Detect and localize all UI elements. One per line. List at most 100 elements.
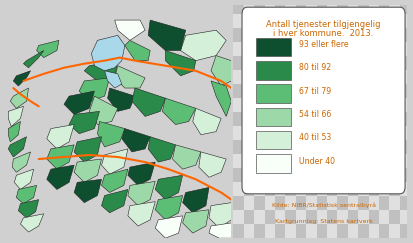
Bar	[296, 56, 306, 70]
Polygon shape	[209, 203, 231, 228]
Text: 54 til 66: 54 til 66	[299, 110, 332, 119]
Bar	[285, 112, 296, 126]
Bar	[327, 224, 337, 238]
Bar	[244, 70, 254, 84]
Polygon shape	[155, 196, 183, 220]
Bar	[244, 140, 254, 154]
Bar	[410, 154, 413, 168]
Bar	[254, 168, 265, 182]
Bar	[348, 56, 358, 70]
Bar	[256, 61, 291, 79]
Bar	[389, 70, 400, 84]
Bar	[233, 126, 244, 140]
Bar	[410, 70, 413, 84]
Bar	[389, 0, 400, 14]
Bar	[369, 42, 379, 56]
Bar	[254, 70, 265, 84]
Bar	[348, 112, 358, 126]
Bar	[369, 98, 379, 112]
Bar	[285, 182, 296, 196]
Bar	[348, 168, 358, 182]
Bar	[379, 182, 389, 196]
Bar	[410, 14, 413, 28]
Bar	[275, 196, 285, 210]
Bar	[254, 196, 265, 210]
Text: 93 eller flere: 93 eller flere	[299, 40, 349, 49]
Bar	[306, 154, 317, 168]
Bar	[233, 140, 244, 154]
Bar	[296, 182, 306, 196]
Polygon shape	[211, 81, 231, 116]
Bar	[358, 140, 369, 154]
Bar	[389, 112, 400, 126]
Bar	[275, 98, 285, 112]
Bar	[400, 98, 410, 112]
Bar	[296, 112, 306, 126]
Bar	[327, 140, 337, 154]
Polygon shape	[64, 91, 95, 114]
Bar	[400, 140, 410, 154]
Bar	[285, 168, 296, 182]
Bar	[265, 0, 275, 14]
Bar	[389, 56, 400, 70]
Bar	[306, 14, 317, 28]
Bar	[317, 98, 327, 112]
Bar	[285, 42, 296, 56]
Bar	[358, 210, 369, 224]
Bar	[275, 14, 285, 28]
Bar	[254, 14, 265, 28]
Bar	[265, 56, 275, 70]
Bar	[389, 140, 400, 154]
Bar	[369, 182, 379, 196]
Bar	[389, 14, 400, 28]
Bar	[317, 0, 327, 14]
Bar	[379, 140, 389, 154]
Bar	[285, 98, 296, 112]
Bar	[285, 196, 296, 210]
Bar	[306, 0, 317, 14]
Bar	[254, 126, 265, 140]
Bar	[244, 210, 254, 224]
Bar	[410, 56, 413, 70]
Bar	[369, 140, 379, 154]
Bar	[285, 56, 296, 70]
Bar	[379, 56, 389, 70]
Bar	[337, 0, 348, 14]
Bar	[275, 28, 285, 42]
Polygon shape	[47, 125, 74, 149]
Bar	[244, 112, 254, 126]
Bar	[389, 182, 400, 196]
Bar	[233, 154, 244, 168]
Bar	[358, 224, 369, 238]
Bar	[400, 0, 410, 14]
Bar	[244, 28, 254, 42]
Bar	[256, 37, 291, 56]
Polygon shape	[162, 98, 196, 125]
Polygon shape	[128, 202, 155, 226]
Bar	[256, 131, 291, 149]
Polygon shape	[122, 129, 150, 152]
Polygon shape	[102, 169, 128, 192]
Bar	[285, 210, 296, 224]
Bar	[306, 210, 317, 224]
Bar	[410, 196, 413, 210]
Bar	[275, 126, 285, 140]
Bar	[254, 0, 265, 14]
Polygon shape	[13, 71, 31, 86]
Bar	[348, 196, 358, 210]
Bar	[327, 210, 337, 224]
Bar	[400, 70, 410, 84]
Polygon shape	[14, 169, 33, 190]
Polygon shape	[102, 149, 128, 174]
Bar	[389, 154, 400, 168]
Bar	[285, 0, 296, 14]
Polygon shape	[74, 159, 102, 182]
Bar	[327, 168, 337, 182]
Bar	[233, 112, 244, 126]
Polygon shape	[74, 179, 102, 203]
Bar	[296, 126, 306, 140]
Bar	[379, 0, 389, 14]
Bar	[275, 112, 285, 126]
Bar	[327, 196, 337, 210]
Bar	[369, 126, 379, 140]
